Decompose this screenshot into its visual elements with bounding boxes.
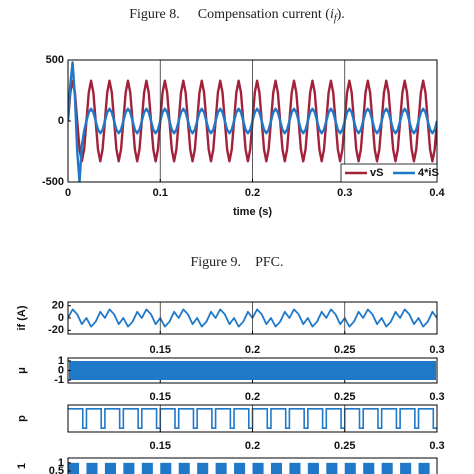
y-tick-label: 0 [58, 364, 64, 376]
pulse [307, 462, 319, 474]
x-tick-label: 0.15 [150, 344, 171, 356]
y-tick-label: 500 [46, 54, 64, 66]
x-tick-label: 0.25 [334, 391, 355, 403]
y-axis-label: if (A) [16, 305, 28, 330]
pulse [381, 462, 393, 474]
x-tick-label: 0.3 [337, 187, 352, 199]
y-tick-label: 0 [58, 312, 64, 324]
x-tick-label: 0.25 [334, 440, 355, 452]
caption-text: Compensation current ( [198, 7, 331, 22]
y-axis-label: 1 [16, 463, 28, 469]
pulse [400, 462, 412, 474]
y-tick-label: 1 [58, 457, 64, 469]
y-tick-label: 1 [58, 355, 64, 367]
x-tick-label: 0 [65, 187, 71, 199]
x-tick-label: 0.15 [150, 440, 171, 452]
legend-label: vS [370, 167, 383, 179]
x-tick-label: 0.4 [429, 187, 445, 199]
pulse [234, 462, 246, 474]
caption: Figure 9. PFC. [191, 255, 284, 270]
pulse [123, 462, 135, 474]
pulse [68, 462, 80, 474]
y-axis-label: p [16, 415, 28, 422]
y-tick-label: -1 [54, 374, 64, 386]
caption-sub: f [334, 13, 338, 24]
x-tick-label: 0.2 [245, 440, 260, 452]
pulse [178, 462, 190, 474]
x-tick-label: 0.2 [245, 187, 260, 199]
x-tick-label: 0.3 [429, 391, 444, 403]
x-tick-label: 0.25 [334, 344, 355, 356]
y-tick-label: 0 [58, 115, 64, 127]
caption-text: PFC. [255, 255, 283, 270]
y-axis-label: μ [16, 367, 28, 374]
caption-end: ). [337, 7, 345, 22]
x-tick-label: 0.2 [245, 391, 260, 403]
y-tick-label: -500 [42, 176, 64, 188]
pulse [86, 462, 98, 474]
axes-frame [67, 357, 438, 384]
x-axis-label: time (s) [233, 206, 272, 218]
pulse [270, 462, 283, 474]
y-tick-label: 0.5 [49, 465, 64, 474]
x-tick-label: 0.15 [150, 391, 171, 403]
plot-area [69, 361, 436, 380]
plot-area [68, 462, 430, 474]
legend-box [340, 163, 438, 183]
axes-frame [67, 457, 438, 474]
x-tick-label: 0.2 [245, 344, 260, 356]
pulse [252, 462, 264, 474]
pulse [363, 462, 375, 474]
x-tick-label: 0.3 [429, 344, 444, 356]
legend-label: 4*iS [418, 167, 439, 179]
caption: Figure 8. Compensation current (if). [129, 7, 345, 24]
pulse [344, 462, 356, 474]
pulse [289, 462, 301, 474]
pulse [104, 462, 116, 474]
caption-var: i [330, 7, 334, 22]
x-tick-label: 0.1 [153, 187, 168, 199]
pulse [160, 462, 172, 474]
x-tick-label: 0.3 [429, 440, 444, 452]
caption-label: Figure 8. [129, 7, 180, 22]
pulse [215, 462, 227, 474]
pulse [418, 462, 430, 474]
pulse [326, 462, 338, 474]
axes-frame [67, 59, 438, 183]
y-tick-label: 20 [52, 300, 64, 312]
caption-label: Figure 9. [191, 255, 242, 270]
y-tick-label: -20 [48, 324, 64, 336]
axes-frame [67, 301, 438, 335]
axes-frame [67, 404, 438, 433]
pulse [197, 462, 209, 474]
switching-band [69, 361, 436, 380]
pulse [141, 462, 153, 474]
